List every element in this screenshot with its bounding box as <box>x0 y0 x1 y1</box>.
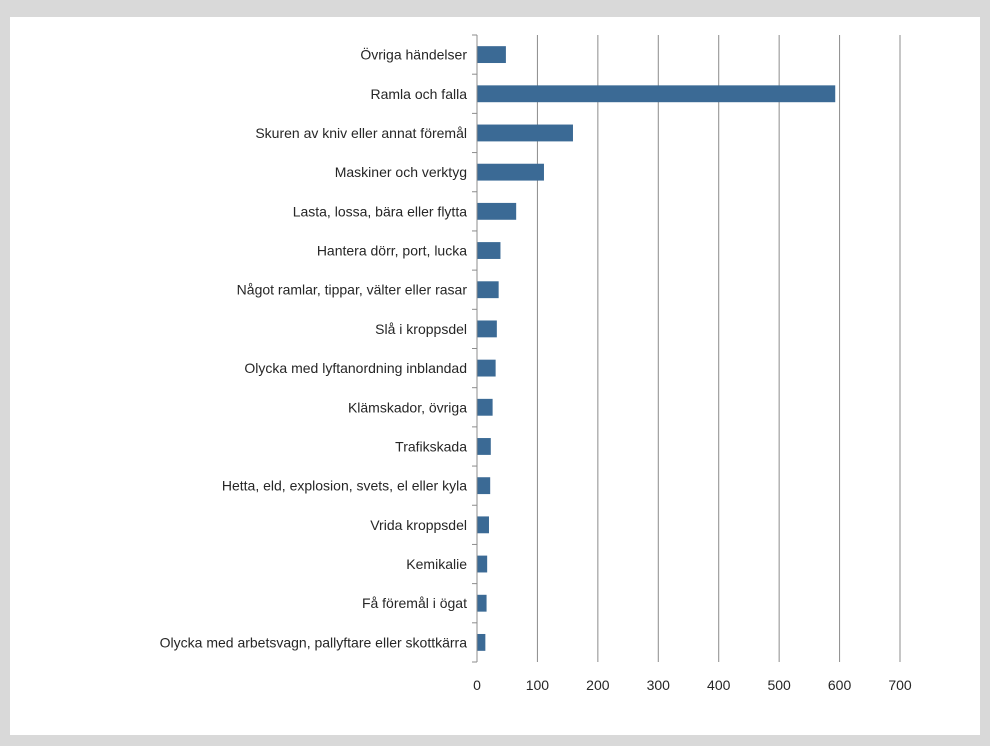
category-label: Olycka med lyftanordning inblandad <box>244 360 467 376</box>
x-tick-label: 700 <box>888 677 912 693</box>
bar <box>477 242 501 259</box>
category-label: Lasta, lossa, bära eller flytta <box>293 203 468 219</box>
category-label: Ramla och falla <box>371 86 468 102</box>
x-tick-label: 400 <box>707 677 731 693</box>
bar <box>477 633 486 651</box>
category-label: Något ramlar, tippar, välter eller rasar <box>237 282 468 298</box>
gridlines <box>472 34 901 663</box>
x-tick-label: 600 <box>828 677 852 693</box>
bar <box>477 46 506 64</box>
category-labels: Övriga händelser Ramla och falla Skuren av… <box>160 46 468 651</box>
x-tick-labels: 0 100 200 300 400 500 600 700 <box>473 677 912 693</box>
bar-chart: Övriga händelser Ramla och falla Skuren av… <box>160 34 912 693</box>
bar <box>477 359 496 377</box>
category-label: Skuren av kniv eller annat föremål <box>255 125 467 141</box>
bar <box>477 477 491 495</box>
category-label: Olycka med arbetsvagn, pallyftare eller … <box>160 634 468 650</box>
category-label: Övriga händelser <box>360 46 467 63</box>
bars <box>477 46 836 651</box>
chart-frame: Övriga händelser Ramla och falla Skuren av… <box>10 17 980 735</box>
bar <box>477 516 489 534</box>
x-tick-label: 200 <box>586 677 610 693</box>
x-tick-label: 300 <box>647 677 671 693</box>
category-label: Få föremål i ögat <box>362 595 467 611</box>
category-label: Slå i kroppsdel <box>375 321 467 337</box>
category-label: Vrida kroppsdel <box>370 517 467 533</box>
category-label: Hetta, eld, explosion, svets, el eller k… <box>222 478 467 494</box>
bar <box>477 398 493 416</box>
bar <box>477 281 499 299</box>
bar <box>477 438 491 455</box>
bar <box>477 163 544 181</box>
x-tick-label: 0 <box>473 677 481 693</box>
bar <box>477 202 517 220</box>
category-label: Hantera dörr, port, lucka <box>317 243 467 259</box>
x-tick-label: 500 <box>767 677 791 693</box>
bar <box>477 320 497 338</box>
category-label: Trafikskada <box>395 438 467 454</box>
category-label: Maskiner och verktyg <box>335 164 467 180</box>
x-tick-label: 100 <box>526 677 550 693</box>
category-label: Kemikalie <box>406 556 467 572</box>
bar <box>477 555 488 573</box>
bar <box>477 85 836 103</box>
bar <box>477 124 573 142</box>
bar <box>477 594 487 612</box>
category-label: Klämskador, övriga <box>348 399 467 415</box>
